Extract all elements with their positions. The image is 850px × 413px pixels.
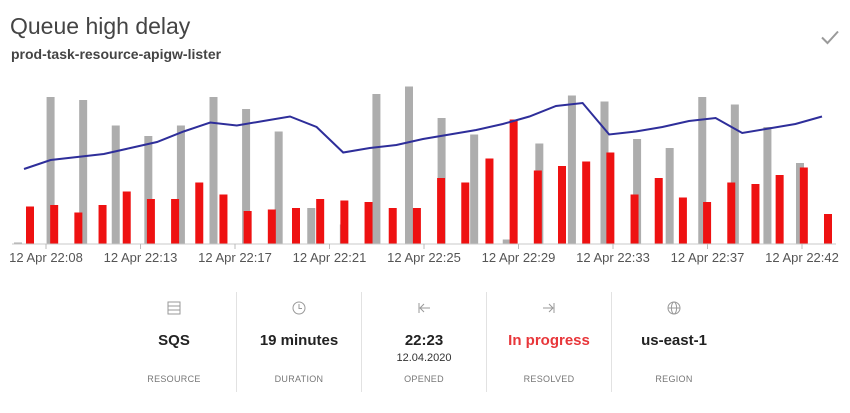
gray-bar [14, 242, 22, 244]
red-bar [98, 205, 107, 244]
gray-bar [274, 131, 283, 244]
gray-bar [176, 125, 185, 244]
red-bar [122, 191, 131, 244]
check-icon[interactable] [818, 25, 842, 49]
red-bar [799, 167, 808, 244]
gray-bar [600, 101, 609, 244]
gray-bar [79, 100, 88, 244]
clock-icon [292, 301, 306, 315]
x-tick-label: 12 Apr 22:42 [765, 250, 839, 265]
x-tick-label: 12 Apr 22:17 [198, 250, 272, 265]
card-subtitle: prod-task-resource-apigw-lister [11, 46, 222, 62]
red-bar [437, 178, 446, 244]
red-bar [654, 178, 663, 244]
stat-opened: 22:23 12.04.2020 OPENED [361, 292, 486, 392]
x-tick-label: 12 Apr 22:25 [387, 250, 461, 265]
red-bar [485, 158, 494, 244]
globe-icon [667, 301, 681, 315]
arrow-to-left-icon [418, 303, 430, 313]
x-tick-label: 12 Apr 22:08 [9, 250, 83, 265]
red-bar [558, 166, 566, 244]
stat-duration-label: DURATION [274, 374, 324, 384]
x-tick-label: 12 Apr 22:21 [293, 250, 367, 265]
red-bar [533, 170, 542, 244]
red-bar [678, 197, 687, 244]
stat-resource: SQS RESOURCE [112, 292, 236, 392]
red-bar [606, 152, 615, 244]
x-tick-label: 12 Apr 22:37 [671, 250, 745, 265]
red-bar [509, 119, 518, 244]
gray-bar [665, 148, 674, 244]
gray-bar [144, 136, 153, 244]
red-bar [364, 202, 373, 244]
gray-bar [470, 134, 479, 244]
gray-bar [763, 127, 772, 244]
gray-bar [405, 86, 413, 244]
red-bar [26, 206, 34, 244]
red-bar [412, 208, 421, 244]
red-bar [243, 211, 252, 244]
x-tick-label: 12 Apr 22:33 [576, 250, 650, 265]
red-bar [582, 161, 591, 244]
delay-chart: 12 Apr 22:08 12 Apr 22:13 12 Apr 22:17 12 A… [9, 86, 839, 265]
red-bar [703, 202, 712, 244]
red-bar [824, 214, 832, 244]
stat-region-value: us-east-1 [641, 332, 707, 349]
gray-bar [567, 95, 576, 244]
stat-resolved: In progress RESOLVED [486, 292, 611, 392]
red-bar [727, 182, 736, 244]
red-bar [630, 194, 639, 244]
red-bar [50, 205, 59, 244]
red-bar [461, 182, 470, 244]
red-bar [195, 182, 204, 244]
arrow-to-right-icon [543, 303, 555, 313]
red-bar [316, 199, 325, 244]
stat-opened-value: 22:23 [404, 332, 444, 349]
stat-opened-date: 12.04.2020 [396, 352, 452, 364]
gray-bar [633, 139, 642, 244]
stat-resource-value: SQS [158, 332, 190, 349]
stat-resolved-label: RESOLVED [523, 374, 575, 384]
stat-resolved-value: In progress [508, 332, 590, 349]
red-bar-series [26, 119, 832, 244]
gray-bar [111, 125, 120, 244]
gray-bar [46, 97, 55, 244]
gray-bar [698, 97, 707, 244]
stat-duration-value: 19 minutes [259, 332, 339, 349]
red-bar [146, 199, 155, 244]
card-title: Queue high delay [10, 13, 191, 39]
stat-resource-label: RESOURCE [147, 374, 201, 384]
x-tick-label: 12 Apr 22:29 [482, 250, 556, 265]
red-bar [292, 208, 300, 244]
gray-bar [502, 239, 511, 244]
red-bar [267, 209, 276, 244]
stat-region: us-east-1 REGION [611, 292, 736, 392]
server-icon [167, 301, 181, 315]
stats-row: SQS RESOURCE 19 minutes DURATION 22:23 1… [112, 292, 736, 392]
x-axis-ticks: 12 Apr 22:08 12 Apr 22:13 12 Apr 22:17 12 A… [9, 244, 839, 265]
delay-line [23, 101, 823, 170]
gray-bar [730, 104, 739, 244]
x-tick-label: 12 Apr 22:13 [104, 250, 178, 265]
red-bar [775, 175, 784, 244]
line-series [23, 101, 823, 170]
red-bar [751, 184, 760, 244]
stat-duration: 19 minutes DURATION [236, 292, 361, 392]
gray-bar [307, 208, 316, 244]
gray-bar [209, 97, 218, 244]
red-bar [388, 208, 397, 244]
red-bar [340, 200, 349, 244]
red-bar [74, 212, 83, 244]
red-bar [219, 194, 228, 244]
gray-bar [242, 109, 251, 244]
gray-bar [372, 94, 381, 244]
stat-region-label: REGION [655, 374, 693, 384]
red-bar [171, 199, 180, 244]
stat-opened-label: OPENED [404, 374, 444, 384]
